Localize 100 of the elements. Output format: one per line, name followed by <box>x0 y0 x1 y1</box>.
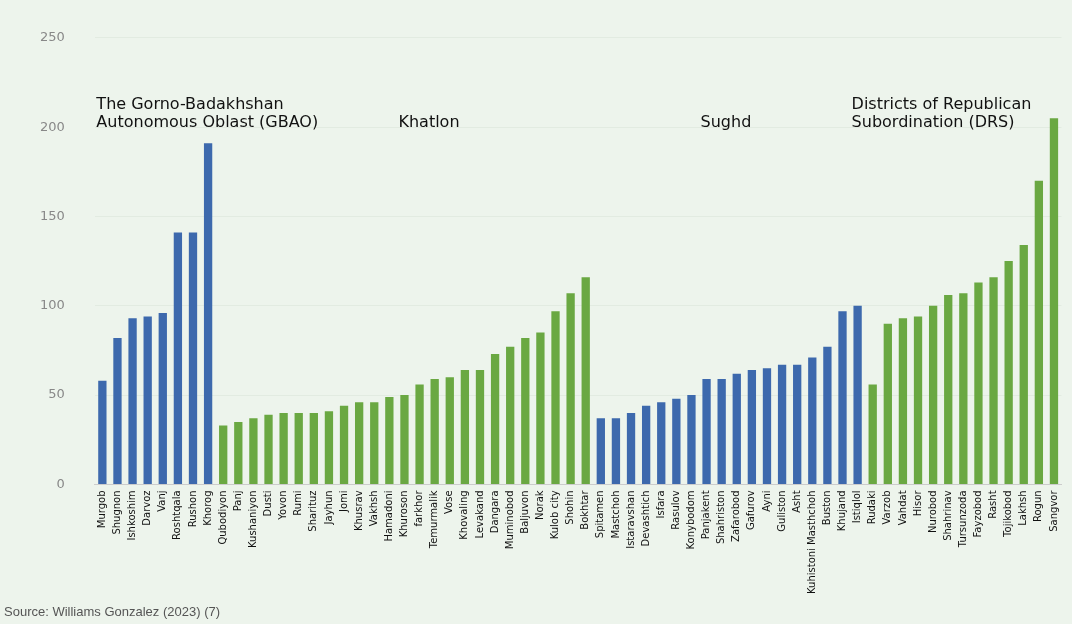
x-tick-label: Rushon <box>186 490 198 528</box>
bar <box>626 412 636 484</box>
bar <box>581 277 590 484</box>
bar <box>974 282 983 484</box>
bar <box>234 421 243 484</box>
bar <box>460 370 470 484</box>
x-tick-label: Gafurov <box>745 490 757 531</box>
bar <box>506 346 515 484</box>
x-tick-label: Dangara <box>488 490 500 534</box>
bar <box>475 370 485 484</box>
x-tick-label: Norak <box>534 490 545 521</box>
x-tick-label: Varzob <box>881 490 893 525</box>
bar <box>687 395 696 484</box>
x-tick-label: Vahdat <box>896 490 908 526</box>
bar <box>762 368 772 484</box>
x-tick-label: Hamadoni <box>382 490 394 542</box>
bar <box>793 364 802 484</box>
y-tick-label: 50 <box>48 386 65 402</box>
bar <box>657 402 666 484</box>
x-tick-label: Rudaki <box>866 490 878 525</box>
x-tick-label: Darvoz <box>141 490 153 526</box>
x-tick-label: Vose <box>443 490 455 514</box>
bar <box>143 316 152 484</box>
bar <box>1049 118 1059 484</box>
bar <box>777 364 787 484</box>
x-tick-label: Guliston <box>775 490 787 532</box>
x-tick-label: Dusti <box>262 490 274 517</box>
bar <box>702 379 711 484</box>
x-tick-label: Vanj <box>156 490 168 512</box>
x-tick-label: Temurmalik <box>428 490 440 550</box>
bar <box>536 332 545 484</box>
bar <box>641 405 651 484</box>
x-tick-label: Rumi <box>292 490 304 516</box>
bar <box>959 293 968 484</box>
x-tick-label: Baljuvon <box>518 490 530 534</box>
bar <box>188 232 198 484</box>
bar <box>113 337 122 484</box>
y-tick-label: 250 <box>39 29 65 45</box>
bar <box>264 414 273 484</box>
x-tick-label: Khorog <box>201 490 213 526</box>
x-tick-label: Nurobod <box>926 490 938 534</box>
x-tick-label: Fayzobod <box>972 490 984 538</box>
bar <box>158 312 167 484</box>
bar <box>98 380 107 484</box>
bar <box>128 318 137 484</box>
bar <box>249 418 258 484</box>
bar <box>1034 180 1044 484</box>
x-tick-label: Shahriston <box>715 490 727 545</box>
x-tick-label: Rasht <box>987 490 999 519</box>
bar <box>324 411 334 484</box>
bar <box>913 316 923 484</box>
bar <box>1004 261 1013 484</box>
annotation: Khatlon <box>398 112 460 132</box>
y-tick-label: 150 <box>39 207 65 223</box>
x-tick-label: Asht <box>790 490 802 513</box>
x-tick-label: Shahrinav <box>941 490 953 541</box>
bar <box>989 277 998 484</box>
x-tick-label: farkhor <box>413 489 425 527</box>
bar <box>838 311 847 484</box>
x-tick-label: Jayhun <box>322 490 334 526</box>
x-tick-label: Tursunzoda <box>956 490 968 549</box>
bar <box>309 412 318 484</box>
x-tick-label: Konybodom <box>685 490 697 550</box>
x-tick-label: Rogun <box>1032 490 1044 523</box>
x-tick-label: Spitamen <box>594 490 606 539</box>
x-tick-label: Sharituz <box>307 490 319 532</box>
x-tick-label: Khovaling <box>458 490 470 540</box>
bar <box>551 311 560 484</box>
bar <box>354 402 364 484</box>
bar <box>611 418 621 484</box>
bar <box>279 412 288 484</box>
bar <box>294 412 303 484</box>
bar <box>445 377 454 484</box>
bar <box>490 354 500 484</box>
bar <box>385 396 394 484</box>
x-tick-label: Yovon <box>277 490 289 521</box>
annotation: Sughd <box>700 112 752 132</box>
bar <box>883 323 892 484</box>
x-tick-label: Bokhtar <box>579 489 591 530</box>
x-tick-label: Tojikobod <box>1002 490 1014 538</box>
y-tick-label: 100 <box>39 297 65 313</box>
x-tick-label: Khuroson <box>398 490 410 538</box>
x-tick-label: Sangvor <box>1047 489 1059 532</box>
annotation: Districts of Republican Subordination (DRS) <box>851 94 1032 132</box>
bar <box>853 305 862 484</box>
x-tick-label: Istiqlol <box>851 490 863 524</box>
x-tick-label: Mastchoh <box>609 490 621 539</box>
x-tick-label: Vakhsh <box>367 490 379 527</box>
x-tick-label: Qubodiyon <box>216 490 228 545</box>
bar <box>823 346 832 484</box>
x-tick-label: Shugnon <box>111 490 123 535</box>
x-tick-label: Ishkoshim <box>126 490 138 541</box>
bar <box>339 405 349 484</box>
bar <box>868 384 877 484</box>
x-tick-label: Kuhistoni Masthchoh <box>805 490 817 594</box>
x-tick-label: Panjakent <box>700 490 712 540</box>
bar <box>928 305 938 484</box>
x-tick-label: Murgob <box>95 490 107 529</box>
source-note: Source: Williams Gonzalez (2023) (7) <box>4 604 221 619</box>
x-tick-label: Lakhsh <box>1017 490 1029 526</box>
